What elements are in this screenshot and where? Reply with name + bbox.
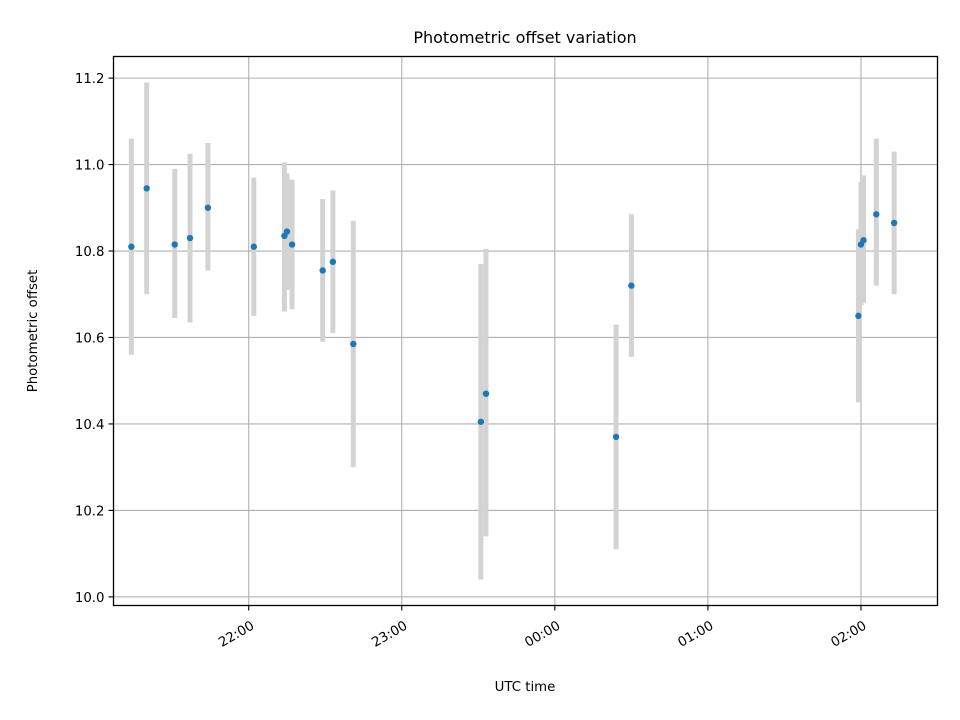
data-point — [612, 433, 620, 441]
y-tick-label: 11.2 — [75, 72, 105, 87]
data-point — [890, 219, 898, 227]
plot-frame — [112, 55, 939, 607]
data-point — [860, 237, 867, 244]
data-point — [204, 204, 212, 211]
data-point — [283, 228, 291, 235]
y-tick-label: 10.6 — [75, 331, 105, 346]
data-point — [143, 185, 150, 192]
data-point — [628, 282, 635, 289]
y-axis: 10.0 10.2 10.4 10.6 10.8 11.0 11.2 — [75, 72, 114, 606]
data-point — [250, 243, 258, 250]
grid — [113, 56, 938, 606]
y-tick-label: 10.4 — [75, 418, 105, 433]
data-point — [477, 418, 485, 425]
x-axis-label: UTC time — [495, 680, 556, 695]
data-point — [171, 241, 178, 248]
data-point — [319, 267, 326, 274]
data-point — [482, 390, 490, 397]
data-point — [873, 211, 880, 218]
y-tick-label: 10.8 — [75, 245, 105, 260]
data-points — [128, 185, 898, 441]
data-point — [855, 312, 862, 320]
y-tick-label: 10.0 — [75, 591, 105, 606]
data-point — [350, 340, 357, 348]
data-point — [186, 234, 194, 242]
data-point — [128, 243, 135, 250]
y-tick-label: 10.2 — [75, 504, 105, 519]
chart-title: Photometric offset variation — [413, 28, 636, 47]
y-tick-label: 11.0 — [75, 159, 105, 174]
data-point — [288, 241, 296, 248]
data-point — [329, 258, 337, 266]
y-axis-label: Photometric offset — [26, 270, 41, 393]
